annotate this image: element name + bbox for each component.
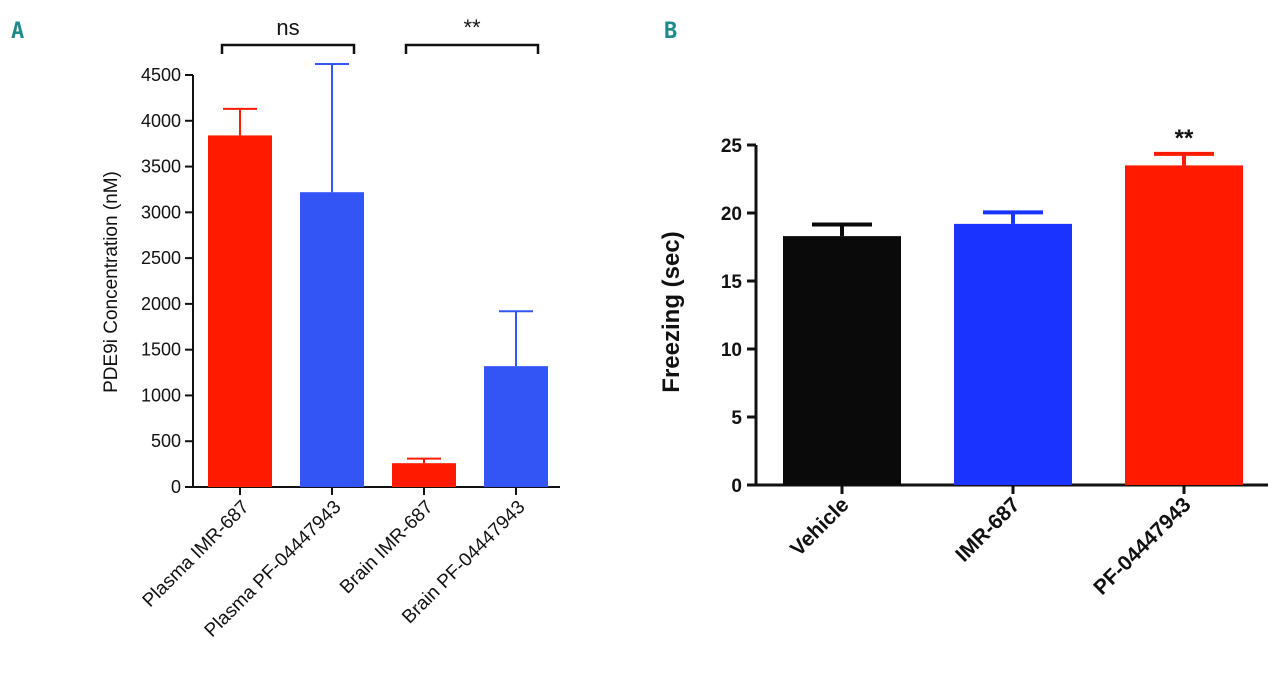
y-tick-label: 2000: [141, 294, 181, 314]
bar: [783, 236, 901, 485]
bar: [1125, 165, 1243, 485]
y-tick-label: 20: [721, 204, 742, 225]
significance-label: ns: [276, 15, 299, 40]
y-tick-label: 5: [731, 408, 742, 429]
y-tick-label: 25: [721, 136, 743, 157]
category-label: Vehicle: [786, 493, 853, 560]
y-tick-label: 1000: [141, 385, 181, 405]
bar: [954, 223, 1072, 485]
bar: [300, 192, 364, 488]
y-axis-label: PDE9i Concentration (nM): [101, 171, 122, 393]
panel-b-chart: 0 5 10 15 20 25 Freezing (sec) Vehicle IMR-687 PF…: [658, 125, 1268, 600]
y-tick-label: 15: [721, 272, 743, 293]
panel-b-letter: B: [664, 19, 677, 44]
significance-bracket: [220, 43, 356, 54]
significance-label: **: [1175, 125, 1194, 152]
y-tick-label: 500: [151, 431, 181, 451]
y-axis-label: Freezing (sec): [658, 231, 685, 392]
y-tick-label: 4500: [141, 65, 181, 85]
y-tick-label: 2500: [141, 248, 181, 268]
y-tick-label: 0: [731, 476, 742, 497]
y-tick-label: 0: [171, 477, 181, 497]
category-label: PF-04447943: [1089, 493, 1195, 599]
significance-label: **: [463, 15, 481, 40]
y-tick-label: 4000: [141, 111, 181, 131]
panel-a-chart: 0 500 1000 1500 2000 2500 3000 3500 4000 4500 PDE9…: [101, 15, 560, 641]
bar: [208, 135, 272, 487]
significance-bracket: [404, 43, 540, 54]
y-tick-label: 1500: [141, 340, 181, 360]
category-label: Brain IMR-687: [336, 497, 437, 598]
bar: [392, 463, 456, 487]
y-tick-label: 3500: [141, 157, 181, 177]
y-tick-label: 3000: [141, 202, 181, 222]
y-tick-label: 10: [721, 340, 742, 361]
category-label: IMR-687: [951, 493, 1024, 566]
panel-a-letter: A: [11, 19, 24, 44]
bar: [484, 366, 548, 487]
